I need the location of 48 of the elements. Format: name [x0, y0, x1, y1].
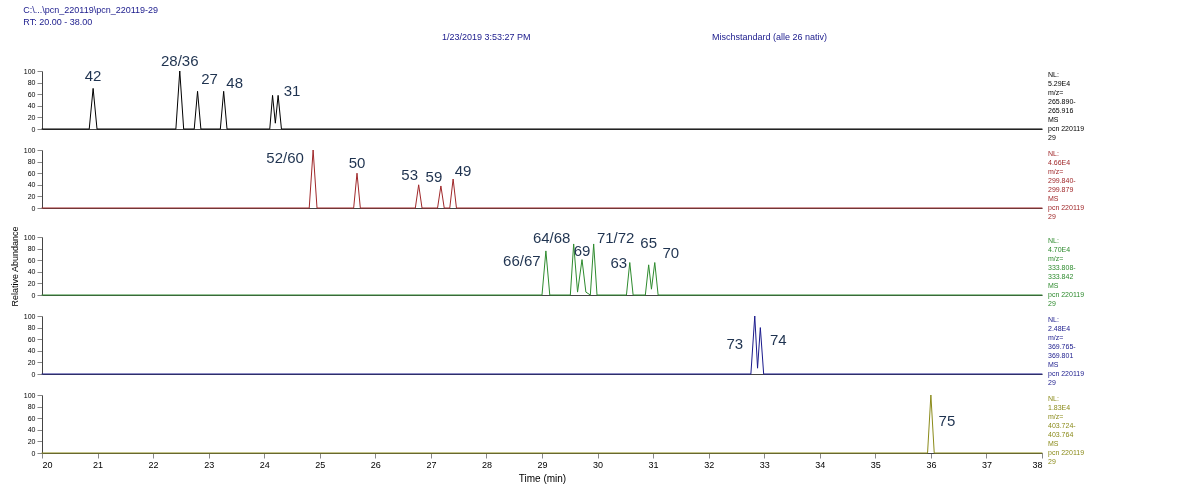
chart-title: C:\...\pcn_220119\pcn_220119-29: [23, 5, 159, 15]
text: Mischstandard (alle 26 nativ): [712, 32, 828, 42]
annotation: 48: [226, 74, 244, 92]
annotation: 53: [401, 165, 419, 183]
x-tick-label: 36: [926, 459, 937, 470]
annotation: 64/68: [532, 228, 571, 246]
x-tick-label: 33: [759, 459, 770, 470]
x-tick-label: 21: [93, 459, 104, 470]
x-tick-label: 25: [315, 459, 326, 470]
x-tick-label: 35: [870, 459, 881, 470]
annotation: 74: [769, 330, 787, 348]
annotation: 59: [425, 167, 443, 185]
annotation: 27: [201, 70, 218, 88]
annotation: 63: [610, 253, 628, 271]
x-tick-label: 29: [537, 459, 548, 470]
text: 1/23/2019 3:53:27 PM: [442, 32, 531, 42]
line-series: [41, 149, 1043, 209]
line-series: [41, 315, 1043, 375]
x-tick-label: 32: [704, 459, 715, 470]
annotation: 71/72: [596, 228, 635, 246]
x-tick-label: 31: [648, 459, 659, 470]
annotation: 50: [348, 154, 366, 172]
line-series: [41, 70, 1043, 130]
chart-subtitle: RT: 20.00 - 38.00: [23, 17, 93, 27]
annotation: 66/67: [503, 251, 541, 269]
y-axis-title: Relative Abundance: [9, 226, 20, 307]
x-tick-label: 28: [481, 459, 492, 470]
annotation: 49: [454, 162, 472, 179]
x-tick-label: 20: [42, 459, 53, 470]
x-tick-label: 26: [370, 459, 381, 470]
annotation: 75: [938, 412, 956, 429]
x-tick-label: 22: [148, 459, 159, 470]
annotation: 70: [662, 243, 680, 261]
x-tick-label: 27: [426, 459, 437, 470]
x-tick-label: 37: [981, 459, 992, 470]
x-tick-label: 38: [1032, 459, 1043, 470]
annotation: 69: [573, 241, 591, 259]
annotation: 65: [640, 233, 658, 251]
x-tick-label: 23: [204, 459, 215, 470]
annotation: 73: [726, 335, 744, 352]
annotation: 31: [283, 82, 301, 100]
annotation: 42: [84, 67, 102, 85]
x-tick-label: 34: [815, 459, 826, 470]
x-axis-title: Time (min): [518, 472, 567, 484]
annotation: 52/60: [266, 149, 304, 166]
x-tick-label: 24: [259, 459, 270, 470]
annotation: 28/36: [161, 52, 199, 69]
x-tick-label: 30: [593, 459, 604, 470]
